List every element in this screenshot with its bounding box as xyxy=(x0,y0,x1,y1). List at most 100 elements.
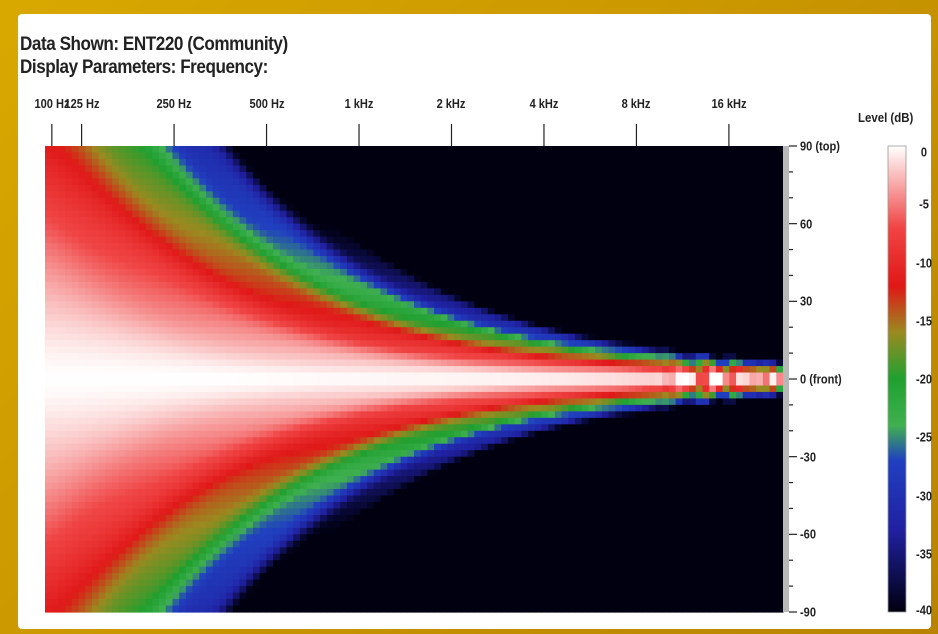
heatmap-cell xyxy=(179,243,187,251)
heatmap-cell xyxy=(420,521,429,529)
heatmap-cell xyxy=(360,398,368,406)
heatmap-cell xyxy=(293,353,301,361)
heatmap-cell xyxy=(333,521,341,529)
heatmap-cell xyxy=(387,534,395,542)
heatmap-cell xyxy=(387,327,395,335)
heatmap-cell xyxy=(112,281,120,289)
heatmap-cell xyxy=(393,469,402,477)
heatmap-cell xyxy=(279,476,288,484)
heatmap-cell xyxy=(239,476,247,484)
heatmap-cell xyxy=(226,404,234,412)
heatmap-cell xyxy=(313,268,321,277)
heatmap-cell xyxy=(373,463,382,471)
heatmap-cell xyxy=(434,501,442,510)
heatmap-cell xyxy=(320,501,328,510)
heatmap-cell xyxy=(340,592,348,600)
heatmap-cell xyxy=(447,560,455,568)
heatmap-cell xyxy=(313,230,321,238)
heatmap-cell xyxy=(286,599,294,607)
heatmap-cell xyxy=(212,411,221,419)
heatmap-cell xyxy=(252,204,261,212)
heatmap-cell xyxy=(152,463,160,471)
heatmap-cell xyxy=(407,158,415,167)
heatmap-cell xyxy=(306,430,314,438)
heatmap-cell xyxy=(105,359,113,367)
heatmap-cell xyxy=(393,184,402,192)
heatmap-cell xyxy=(400,476,408,484)
heatmap-cell xyxy=(112,353,120,361)
heatmap-cell xyxy=(481,146,489,154)
heatmap-cell xyxy=(501,566,509,574)
heatmap-cell xyxy=(252,230,261,238)
heatmap-cell xyxy=(487,586,496,594)
heatmap-cell xyxy=(293,359,301,367)
heatmap-cell xyxy=(145,514,153,522)
heatmap-cell xyxy=(118,430,127,438)
heatmap-cell xyxy=(65,314,73,322)
heatmap-cell xyxy=(501,217,509,225)
heatmap-cell xyxy=(320,320,328,328)
heatmap-cell xyxy=(380,158,388,167)
heatmap-cell xyxy=(185,553,194,561)
heatmap-cell xyxy=(333,391,341,400)
heatmap-cell xyxy=(185,249,194,257)
heatmap-cell xyxy=(286,256,294,264)
heatmap-cell xyxy=(132,573,140,581)
heatmap-cell xyxy=(252,294,261,302)
heatmap-cell xyxy=(460,210,469,218)
heatmap-cell xyxy=(206,366,214,374)
heatmap-cell xyxy=(340,501,348,510)
heatmap-cell xyxy=(340,217,348,225)
heatmap-cell xyxy=(65,476,73,484)
heatmap-cell xyxy=(474,411,482,419)
heatmap-cell xyxy=(165,463,174,471)
heatmap-cell xyxy=(414,340,422,348)
heatmap-cell xyxy=(460,547,469,555)
heatmap-cell xyxy=(138,417,147,425)
colorbar-tick-label: -25 xyxy=(916,429,932,445)
heatmap-cell xyxy=(78,372,86,380)
heatmap-cell xyxy=(105,333,113,341)
heatmap-cell xyxy=(393,566,402,574)
heatmap-cell xyxy=(252,217,261,225)
heatmap-cell xyxy=(387,540,395,548)
heatmap-cell xyxy=(326,560,335,568)
heatmap-cell xyxy=(112,547,120,555)
heatmap-cell xyxy=(387,204,395,212)
heatmap-cell xyxy=(326,534,335,542)
heatmap-cell xyxy=(71,353,80,361)
heatmap-cell xyxy=(138,204,147,212)
heatmap-cell xyxy=(78,236,86,244)
heatmap-cell xyxy=(293,385,301,393)
heatmap-cell xyxy=(45,210,53,218)
heatmap-cell xyxy=(105,275,113,283)
heatmap-cell xyxy=(212,573,221,581)
heatmap-cell xyxy=(65,288,73,296)
heatmap-cell xyxy=(212,424,221,432)
heatmap-cell xyxy=(474,379,482,387)
heatmap-cell xyxy=(266,249,274,257)
heatmap-cell xyxy=(58,327,66,335)
heatmap-cell xyxy=(219,599,227,607)
heatmap-cell xyxy=(45,314,53,322)
heatmap-cell xyxy=(360,236,368,244)
heatmap-cell xyxy=(286,586,294,594)
heatmap-cell xyxy=(494,333,502,341)
heatmap-cell xyxy=(273,424,281,432)
heatmap-cell xyxy=(487,372,496,380)
heatmap-cell xyxy=(145,482,153,490)
heatmap-cell xyxy=(299,501,308,510)
heatmap-cell xyxy=(266,560,274,568)
heatmap-cell xyxy=(172,450,180,458)
heatmap-cell xyxy=(346,171,355,179)
heatmap-cell xyxy=(380,443,388,451)
heatmap-cell xyxy=(360,314,368,322)
heatmap-cell xyxy=(212,469,221,477)
heatmap-cell xyxy=(387,191,395,199)
heatmap-cell xyxy=(212,191,221,199)
heatmap-cell xyxy=(45,275,53,283)
heatmap-cell xyxy=(78,430,86,438)
heatmap-cell xyxy=(326,197,335,205)
heatmap-cell xyxy=(346,547,355,555)
heatmap-cell xyxy=(199,424,207,432)
